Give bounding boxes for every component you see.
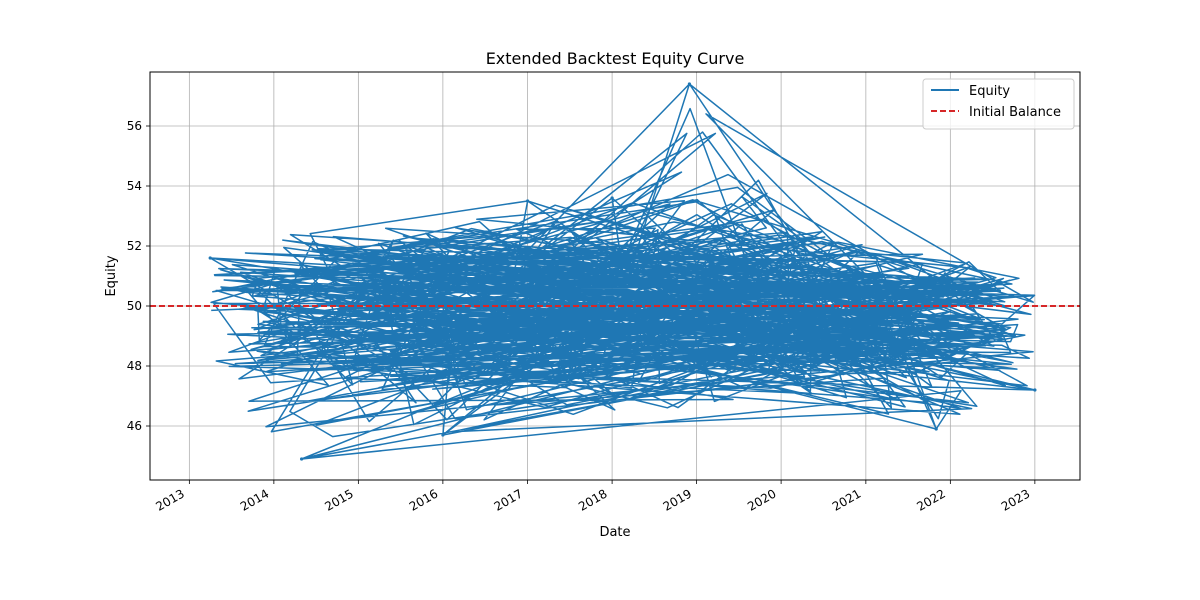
- equity-point: [208, 256, 212, 260]
- y-tick-label: 56: [127, 119, 142, 133]
- equity-point: [772, 208, 776, 212]
- equity-point: [934, 427, 938, 431]
- equity-point: [687, 82, 692, 86]
- legend-box: [922, 78, 1075, 130]
- equity-point: [526, 199, 530, 203]
- equity-point: [857, 250, 861, 254]
- series-layer: [150, 82, 1080, 461]
- equity-point: [610, 196, 614, 200]
- equity-point: [1033, 388, 1037, 392]
- equity-series-line: [209, 83, 1036, 460]
- y-tick-label: 52: [127, 239, 142, 253]
- y-tick-label: 50: [127, 299, 142, 313]
- equity-point: [441, 433, 445, 437]
- plot-frame: [149, 71, 1081, 481]
- legend-label-initial-balance: Initial Balance: [969, 105, 1061, 120]
- y-tick-label: 48: [127, 359, 142, 373]
- y-tick-label: 46: [127, 419, 142, 433]
- equity-point: [997, 289, 1002, 293]
- legend: Equity Initial Balance: [922, 78, 1075, 130]
- chart-title: Extended Backtest Equity Curve: [486, 49, 745, 68]
- legend-label-equity: Equity: [969, 84, 1010, 99]
- x-axis-label: Date: [599, 525, 630, 540]
- y-tick-label: 54: [127, 179, 142, 193]
- y-axis-label: Equity: [104, 255, 119, 296]
- equity-point: [300, 457, 304, 461]
